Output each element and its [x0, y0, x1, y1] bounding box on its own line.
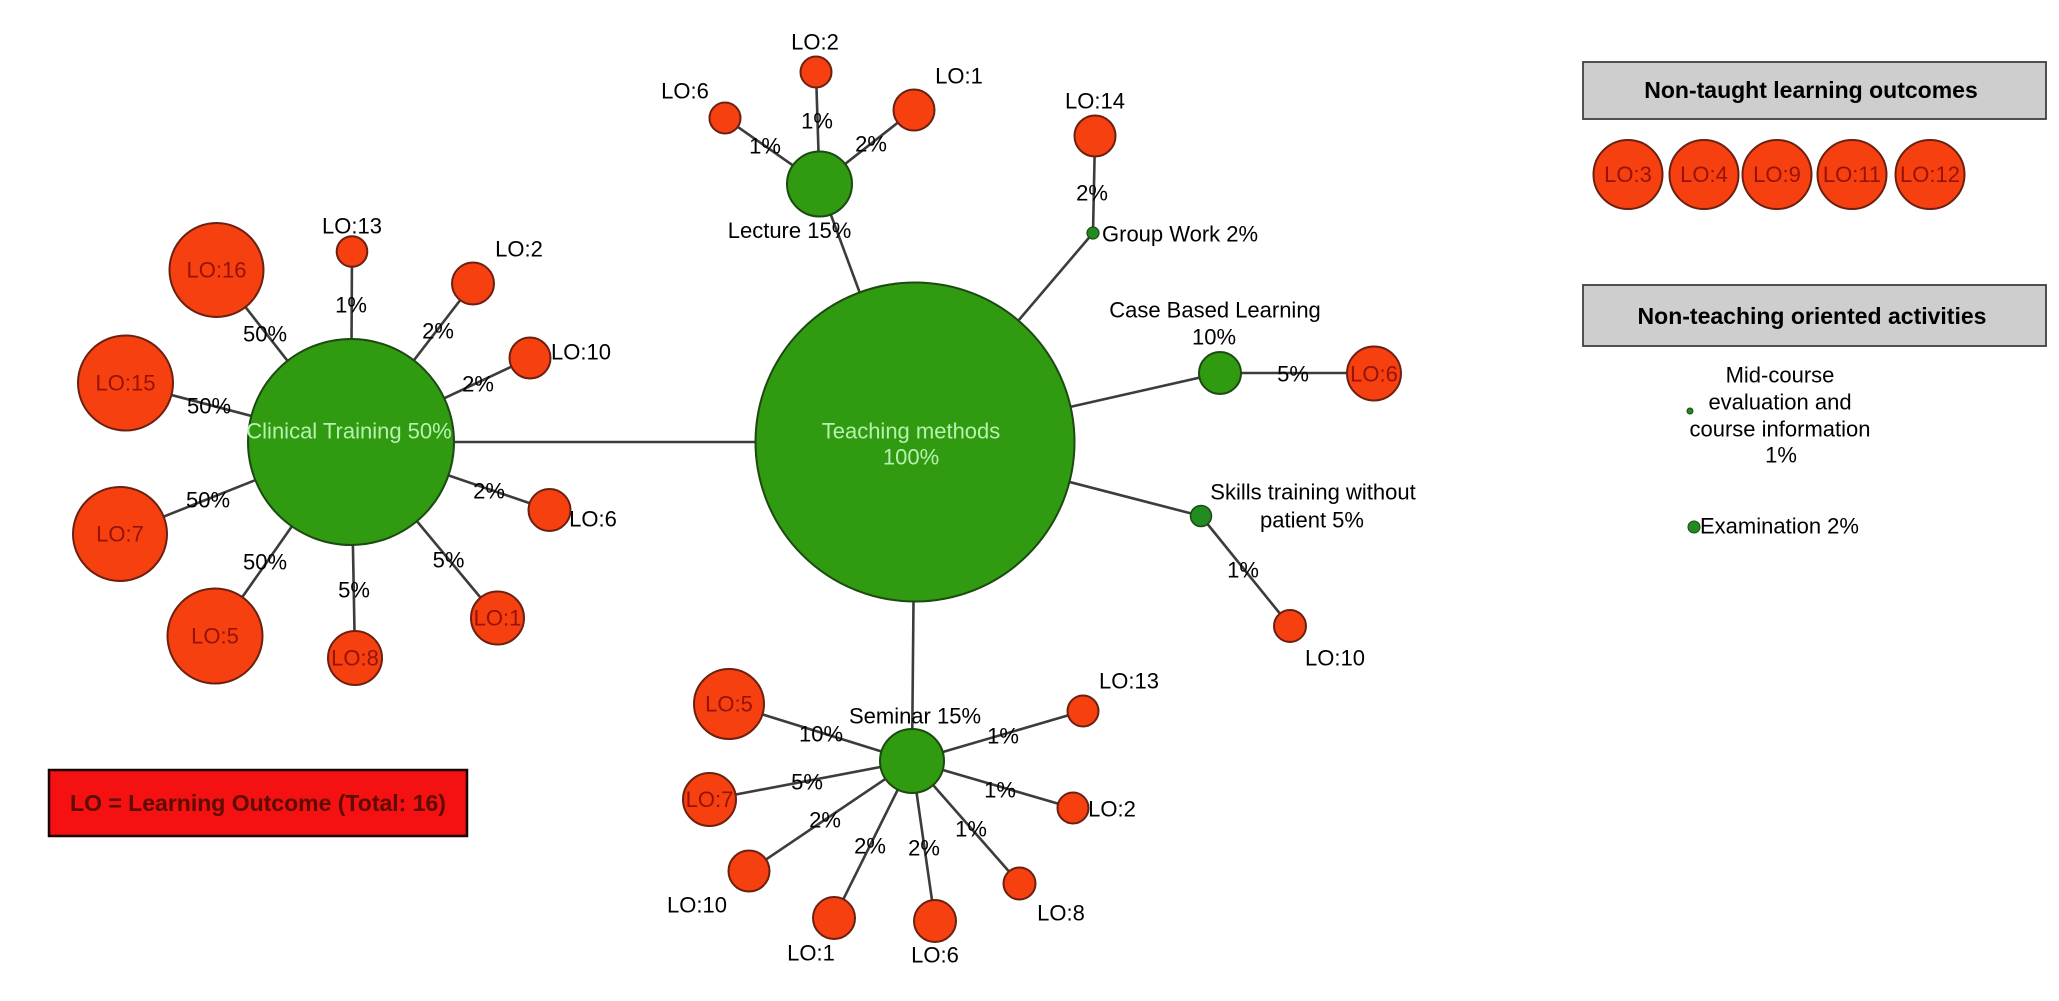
svg-text:5%: 5%	[1277, 362, 1309, 387]
svg-text:2%: 2%	[809, 808, 841, 833]
svg-text:LO:4: LO:4	[1680, 162, 1728, 187]
svg-text:10%: 10%	[1192, 325, 1236, 350]
svg-text:LO:15: LO:15	[96, 371, 156, 396]
svg-text:5%: 5%	[433, 548, 465, 573]
svg-text:LO:13: LO:13	[322, 214, 382, 239]
svg-text:LO:6: LO:6	[569, 507, 617, 532]
svg-text:100%: 100%	[883, 445, 939, 470]
svg-text:LO:12: LO:12	[1900, 162, 1960, 187]
svg-text:LO:10: LO:10	[1305, 646, 1365, 671]
svg-text:1%: 1%	[1227, 558, 1259, 583]
svg-text:LO:2: LO:2	[1088, 797, 1136, 822]
svg-text:Group Work 2%: Group Work 2%	[1102, 222, 1258, 247]
svg-text:50%: 50%	[187, 394, 231, 419]
svg-text:50%: 50%	[243, 322, 287, 347]
svg-text:LO:6: LO:6	[1350, 362, 1398, 387]
svg-text:LO:7: LO:7	[686, 787, 734, 812]
svg-text:LO:16: LO:16	[187, 258, 247, 283]
svg-text:LO:10: LO:10	[667, 893, 727, 918]
svg-text:Lecture 15%: Lecture 15%	[728, 218, 852, 243]
svg-text:LO:1: LO:1	[787, 941, 835, 966]
svg-text:patient 5%: patient 5%	[1260, 508, 1364, 533]
svg-text:LO:10: LO:10	[551, 340, 611, 365]
svg-text:LO:5: LO:5	[191, 624, 239, 649]
svg-text:evaluation and: evaluation and	[1708, 390, 1851, 415]
svg-text:Skills training without: Skills training without	[1210, 480, 1415, 505]
svg-text:Clinical Training 50%: Clinical Training 50%	[246, 419, 451, 444]
svg-text:2%: 2%	[854, 834, 886, 859]
svg-text:Non-taught learning outcomes: Non-taught learning outcomes	[1644, 77, 1978, 103]
svg-text:Teaching methods: Teaching methods	[822, 419, 1001, 444]
svg-text:1%: 1%	[801, 109, 833, 134]
svg-text:1%: 1%	[749, 134, 781, 159]
svg-text:2%: 2%	[422, 319, 454, 344]
svg-text:LO:5: LO:5	[705, 692, 753, 717]
svg-text:2%: 2%	[1076, 181, 1108, 206]
svg-text:LO:7: LO:7	[96, 522, 144, 547]
svg-text:course information: course information	[1690, 417, 1871, 442]
svg-text:LO = Learning Outcome (Total:: LO = Learning Outcome (Total: 16)	[70, 790, 446, 816]
svg-text:1%: 1%	[335, 293, 367, 318]
svg-text:50%: 50%	[243, 550, 287, 575]
svg-text:1%: 1%	[1765, 443, 1797, 468]
svg-text:LO:6: LO:6	[911, 943, 959, 968]
svg-text:Examination 2%: Examination 2%	[1700, 514, 1859, 539]
svg-text:LO:2: LO:2	[791, 30, 839, 55]
svg-text:2%: 2%	[855, 132, 887, 157]
svg-text:2%: 2%	[473, 479, 505, 504]
svg-text:2%: 2%	[908, 836, 940, 861]
svg-text:LO:3: LO:3	[1604, 162, 1652, 187]
svg-text:2%: 2%	[462, 372, 494, 397]
svg-text:5%: 5%	[338, 578, 370, 603]
svg-text:1%: 1%	[955, 817, 987, 842]
svg-text:LO:8: LO:8	[1037, 901, 1085, 926]
svg-text:10%: 10%	[799, 722, 843, 747]
svg-text:LO:1: LO:1	[935, 64, 983, 89]
svg-text:Case Based Learning: Case Based Learning	[1109, 298, 1321, 323]
svg-text:50%: 50%	[186, 488, 230, 513]
svg-text:Mid-course: Mid-course	[1726, 363, 1835, 388]
svg-text:LO:14: LO:14	[1065, 89, 1125, 114]
svg-text:LO:11: LO:11	[1823, 162, 1881, 187]
svg-text:LO:1: LO:1	[474, 606, 522, 631]
svg-text:LO:9: LO:9	[1753, 162, 1801, 187]
svg-text:1%: 1%	[987, 724, 1019, 749]
svg-text:1%: 1%	[984, 778, 1016, 803]
svg-text:LO:2: LO:2	[495, 237, 543, 262]
svg-text:Non-teaching oriented activiti: Non-teaching oriented activities	[1638, 303, 1987, 329]
svg-text:5%: 5%	[791, 770, 823, 795]
svg-text:Seminar 15%: Seminar 15%	[849, 704, 981, 729]
svg-text:LO:13: LO:13	[1099, 669, 1159, 694]
svg-text:LO:8: LO:8	[331, 646, 379, 671]
svg-text:LO:6: LO:6	[661, 79, 709, 104]
